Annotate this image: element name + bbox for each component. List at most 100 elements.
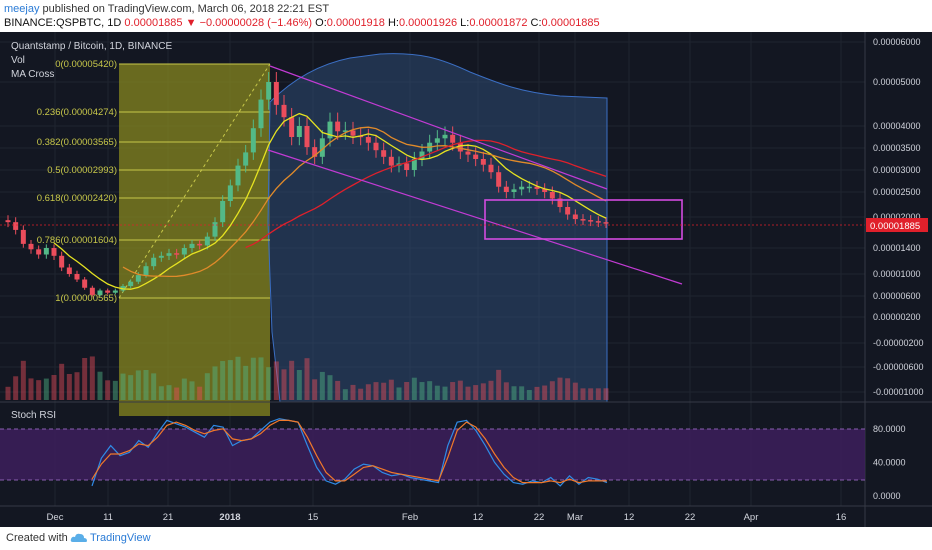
volume-bar (350, 384, 356, 400)
candle-body (20, 229, 26, 244)
time-tick-label: Mar (567, 512, 583, 523)
candle-body (128, 281, 134, 287)
candle-body (258, 99, 264, 129)
candle-body (319, 138, 325, 157)
fib-label: 0.618(0.00002420) (37, 193, 117, 204)
ma-orange-line (122, 126, 607, 278)
candle-body (296, 126, 302, 137)
volume-bar (519, 386, 525, 400)
volume-bar (212, 366, 218, 400)
volume-bar (457, 380, 463, 400)
highlight-box[interactable] (484, 199, 683, 240)
candle-body (59, 255, 65, 268)
candle-body (342, 130, 348, 132)
candle-body (281, 104, 287, 118)
candle-body (97, 290, 103, 295)
volume-bar (289, 360, 295, 400)
volume-bar (549, 381, 555, 400)
volume-bar (143, 370, 149, 400)
candle-body (250, 128, 256, 153)
volume-bar (373, 382, 379, 400)
volume-bar (273, 361, 279, 400)
candle-body (373, 142, 379, 151)
candle-body (519, 186, 525, 190)
volume-bar (204, 373, 210, 400)
publish-text: published on TradingView.com, March 06, … (39, 3, 330, 15)
candle-body (465, 151, 471, 155)
price-axis[interactable]: 0.00006000 0.00005000 0.00004000 0.00003500… (873, 37, 924, 397)
volume-bar (250, 357, 256, 400)
volume-bar (473, 385, 479, 400)
volume-bar (572, 382, 578, 400)
volume-bar (511, 386, 517, 400)
volume-bar (59, 363, 65, 400)
volume-bar (51, 375, 57, 400)
price-tick-label: 0.00001000 (873, 269, 921, 279)
stoch-rsi-k-line (91, 418, 608, 487)
volume-bar (450, 382, 456, 400)
volume-bar (82, 358, 88, 400)
time-tick-label: Apr (744, 512, 759, 523)
price-tick-label: 0.00005000 (873, 77, 921, 87)
candle-body (227, 185, 233, 201)
candle-body (74, 274, 80, 280)
created-with-text: Created with (6, 532, 68, 544)
time-tick-label: Feb (402, 512, 418, 523)
author-link[interactable]: meejay (4, 3, 40, 15)
candle-body (197, 243, 203, 246)
candle-body (235, 165, 241, 186)
fib-label: 1(0.00000565) (55, 293, 117, 304)
candle-body (549, 192, 555, 199)
candle-body (503, 186, 509, 192)
channel-lower-line[interactable] (267, 149, 683, 285)
candle-body (419, 151, 425, 159)
volume-bar (166, 385, 172, 400)
volume-bar (411, 377, 417, 400)
volume-bar (588, 388, 594, 400)
time-tick-label: 22 (685, 512, 696, 523)
candle-body (488, 164, 494, 173)
price-tick-label: 0.00001400 (873, 243, 921, 253)
chart-canvas[interactable]: 0(0.00005420) 0.236(0.00004274) 0.382(0.00… (0, 32, 932, 527)
candle-body (13, 222, 19, 230)
volume-bar (480, 383, 486, 400)
stoch-rsi-lines (91, 418, 608, 487)
volume-bar (13, 376, 19, 400)
candle-body (28, 243, 34, 250)
down-arrow-icon: ▼ (185, 17, 197, 29)
volume-bar (565, 378, 571, 400)
time-tick-label: 2018 (219, 512, 240, 523)
candle-body (580, 219, 586, 221)
candle-body (557, 198, 563, 207)
close-label: C: (530, 17, 542, 29)
volume-bar (304, 358, 310, 400)
price-tick-label: 0.00002000 (873, 212, 921, 222)
candle-body (89, 287, 95, 295)
volume-bar (427, 381, 433, 400)
candle-body (158, 255, 164, 258)
rsi-tick-label: 40.0000 (873, 457, 906, 467)
low-label: L: (460, 17, 470, 29)
time-tick-label: 21 (163, 512, 174, 523)
price-tick-label: 0.00006000 (873, 37, 921, 47)
price-tick-label: 0.00000200 (873, 312, 921, 322)
volume-bar (36, 380, 42, 400)
open-value: 0.00001918 (326, 17, 385, 29)
candle-body (496, 172, 502, 187)
volume-bar (174, 387, 180, 400)
price-tick-label: 0.00003500 (873, 143, 921, 153)
candle-body (266, 82, 272, 100)
volume-bar (266, 367, 272, 400)
candle-body (335, 121, 341, 132)
volume-bar (542, 385, 548, 400)
tradingview-link[interactable]: TradingView (90, 532, 151, 544)
fib-label: 0.382(0.00003565) (37, 137, 117, 148)
volume-bar (465, 386, 471, 400)
time-axis[interactable]: Dec 11 21 2018 15 Feb 12 22 Mar 12 22 Apr 16 (47, 512, 847, 523)
symbol-label: BINANCE:QSPBTC, 1D (4, 17, 122, 29)
volume-bar (128, 375, 134, 400)
volume-bar (404, 382, 410, 400)
candle-body (304, 126, 310, 148)
candle-body (135, 275, 141, 282)
channel-upper-line[interactable] (269, 65, 608, 190)
